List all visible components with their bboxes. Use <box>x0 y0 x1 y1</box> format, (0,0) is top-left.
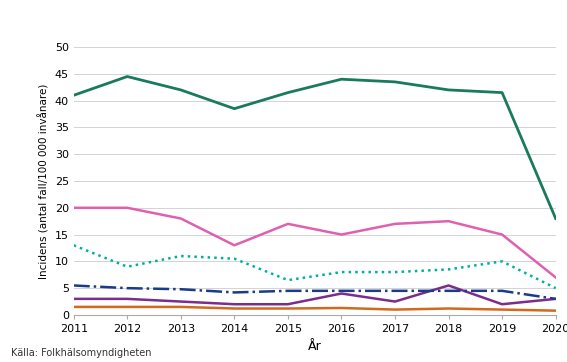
Y-axis label: Incidens (antal fall/100 000 invånare): Incidens (antal fall/100 000 invånare) <box>38 83 49 279</box>
Text: Källa: Folkhälsomyndigheten: Källa: Folkhälsomyndigheten <box>11 348 152 358</box>
X-axis label: År: År <box>308 340 321 353</box>
